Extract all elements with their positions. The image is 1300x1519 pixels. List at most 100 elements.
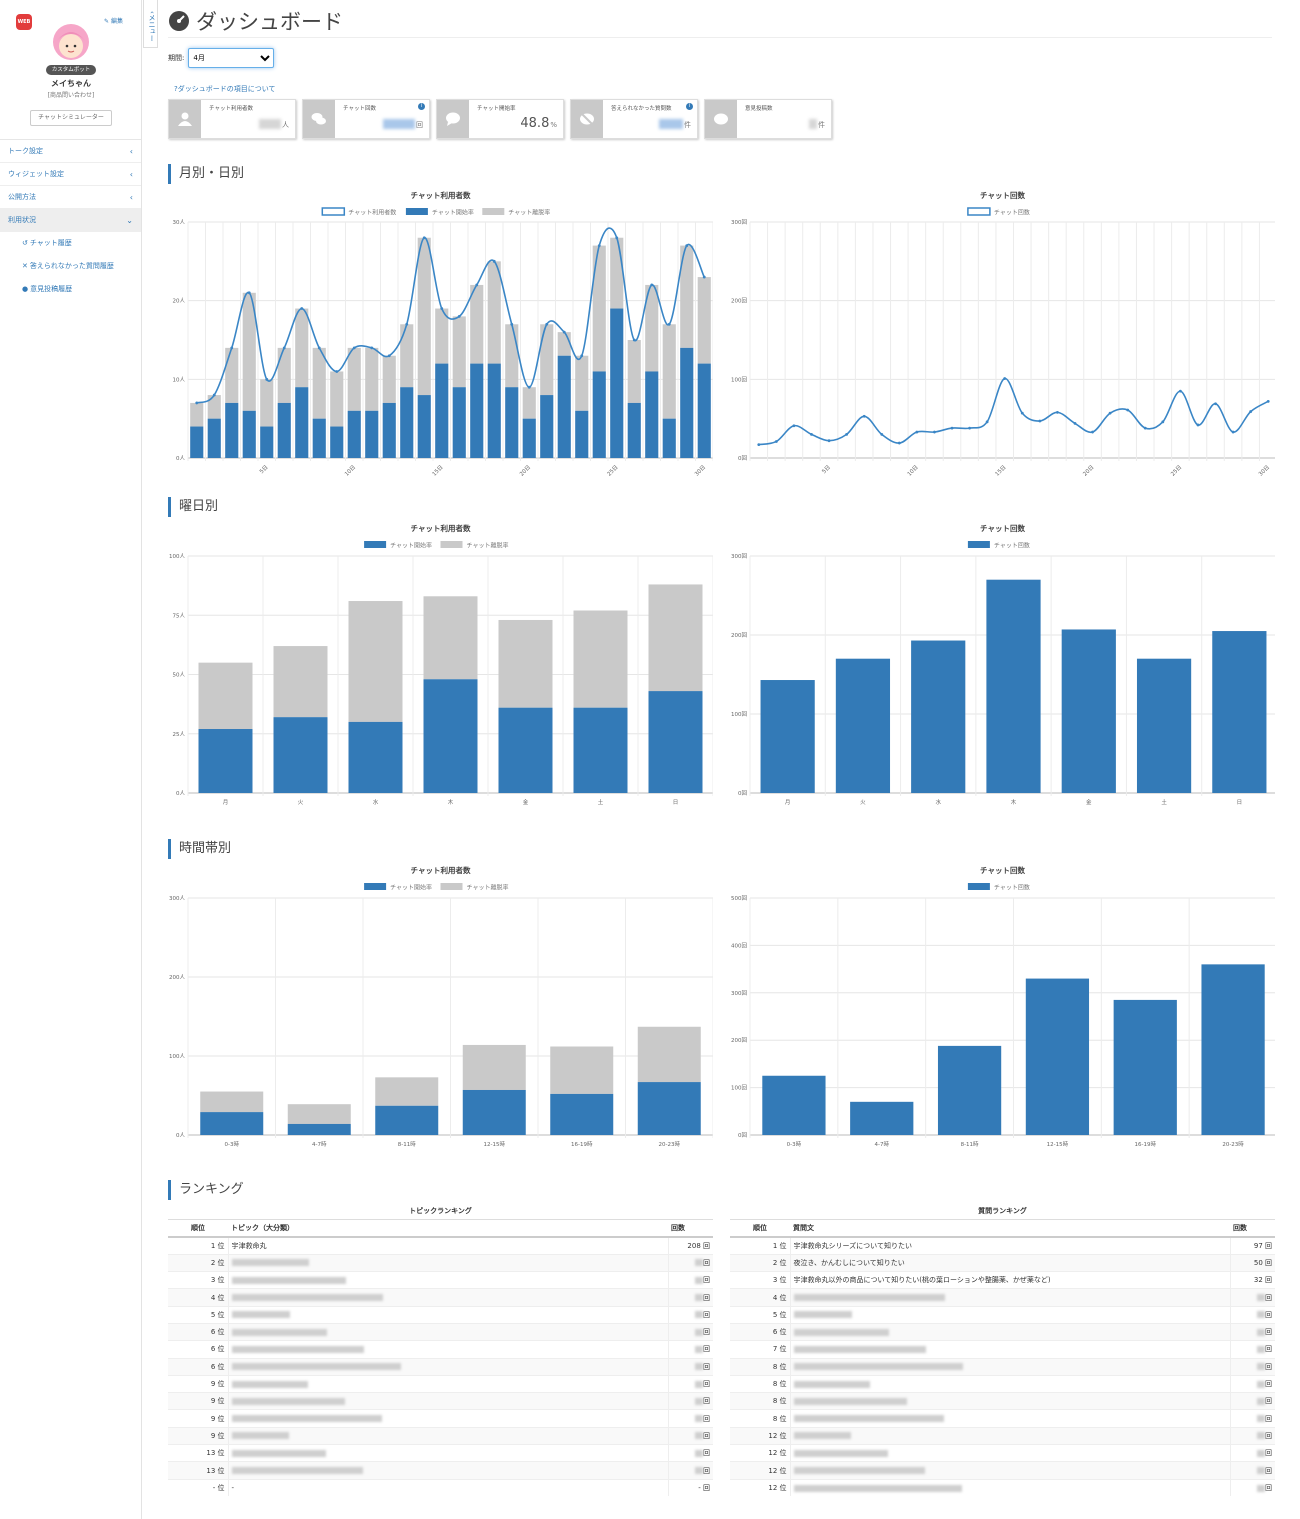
line-point xyxy=(282,346,286,350)
rank-count: 回 xyxy=(667,1374,713,1393)
bar-leave-rate xyxy=(435,308,449,364)
bar-start-rate xyxy=(462,1089,526,1135)
rank-text xyxy=(790,1322,1230,1341)
line-point xyxy=(457,315,461,318)
bar-start-rate xyxy=(550,1093,614,1135)
bar-start-rate xyxy=(680,347,694,458)
ranking-header: トピック（大分類） xyxy=(228,1219,668,1238)
chevron-left-icon: ‹ xyxy=(129,193,133,202)
bar-start-rate xyxy=(365,410,379,458)
ranking-row: 9 位 回 xyxy=(168,1374,713,1393)
rank-text xyxy=(228,1305,668,1324)
subnav-unanswered-history[interactable]: ✕ 答えられなかった質問履歴 xyxy=(0,255,141,278)
info-icon[interactable]: i xyxy=(418,103,425,110)
y-tick-label: 10人 xyxy=(173,376,186,383)
rank-text xyxy=(228,1392,668,1410)
bar-start-rate xyxy=(200,1112,264,1135)
legend-label: チャット開始率 xyxy=(432,209,474,217)
x-tick-label: 月 xyxy=(223,799,229,806)
subnav-chat-history[interactable]: ↺ チャット履歴 xyxy=(0,232,141,255)
rank-count: 回 xyxy=(1229,1322,1275,1341)
line-point xyxy=(880,433,884,436)
ranking-header: 順位 xyxy=(168,1219,228,1238)
rank-position: 4 位 xyxy=(730,1288,791,1307)
kpi-value: 48.8% xyxy=(520,116,557,131)
page-title: ダッシュボード xyxy=(168,6,343,36)
bar-start-rate xyxy=(417,395,431,458)
x-tick-label: 0-3時 xyxy=(225,1140,240,1148)
rank-position: 1 位 xyxy=(730,1236,791,1255)
x-tick-label: 火 xyxy=(860,800,866,806)
subnav-feedback-history[interactable]: ● 意見投稿履歴 xyxy=(0,278,141,301)
line-point xyxy=(950,426,954,430)
legend-swatch xyxy=(967,541,990,548)
dashboard-help-link[interactable]: ?ダッシュボードの項目について xyxy=(174,84,276,94)
kpi-label: 意見投稿数 xyxy=(745,106,773,112)
ranking-row: 3 位 回 xyxy=(168,1271,713,1289)
line-point xyxy=(247,291,251,295)
nav-talk-settings[interactable]: トーク設定 ‹ xyxy=(0,140,141,163)
line-point xyxy=(597,244,601,247)
comment-icon xyxy=(437,100,469,138)
nav-publish-method[interactable]: 公開方法 ‹ xyxy=(0,186,141,209)
rank-position: 7 位 xyxy=(730,1340,791,1359)
question-circle-icon: ? xyxy=(174,85,178,93)
edit-link[interactable]: ✎ 編集 xyxy=(104,16,123,25)
bar-leave-rate xyxy=(287,1104,351,1124)
x-tick-label: 日 xyxy=(673,799,679,806)
rank-count: 回 xyxy=(667,1461,713,1480)
line-point xyxy=(1091,430,1094,434)
chat-simulator-button[interactable]: チャットシミュレーター xyxy=(30,110,112,126)
bar-start-rate xyxy=(662,418,676,458)
redacted-count xyxy=(1257,1345,1265,1353)
nav-usage-status[interactable]: 利用状況 ⌄ xyxy=(0,209,141,232)
redacted-text xyxy=(793,1484,962,1492)
chart-title: チャット利用者数 xyxy=(411,523,471,533)
sidebar: WEB ✎ 編集 カスタムボット メイちゃん [商品問い合わせ] チャットシミュ… xyxy=(0,0,142,1519)
line-point xyxy=(1161,420,1165,424)
legend-swatch xyxy=(967,883,990,890)
bar-start-rate xyxy=(330,426,344,458)
x-tick-label: 水 xyxy=(373,798,379,806)
rank-position: 5 位 xyxy=(730,1305,791,1324)
period-select[interactable]: 4月 xyxy=(188,48,275,68)
line-point xyxy=(1126,408,1130,412)
bar-leave-rate xyxy=(462,1044,526,1090)
redacted-text xyxy=(231,1397,345,1405)
question-ranking-title: 質問ランキング xyxy=(978,1207,1027,1215)
rank-count: 回 xyxy=(1229,1444,1275,1462)
rank-position: 3 位 xyxy=(730,1271,791,1289)
bar-leave-rate xyxy=(375,1077,439,1106)
nav-widget-settings[interactable]: ウィジェット設定 ‹ xyxy=(0,163,141,186)
section-ranking: ランキング xyxy=(168,1180,244,1200)
rank-position: 12 位 xyxy=(730,1461,791,1480)
rank-position: 9 位 xyxy=(168,1374,229,1393)
rank-position: 3 位 xyxy=(168,1271,229,1289)
bar-leave-rate xyxy=(592,245,606,372)
y-tick-label: 0回 xyxy=(738,455,747,462)
redacted-text xyxy=(231,1467,363,1474)
bar-leave-rate xyxy=(610,237,624,309)
rank-position: 6 位 xyxy=(168,1357,229,1376)
redacted-count xyxy=(1257,1311,1265,1319)
kpi-chat-users: チャット利用者数 人 xyxy=(168,99,296,139)
bar-start-rate xyxy=(575,410,589,458)
x-tick-label: 10日 xyxy=(343,464,357,477)
redacted-count xyxy=(695,1432,703,1440)
redacted-text xyxy=(231,1415,382,1423)
topic-ranking-title: トピックランキング xyxy=(409,1207,472,1215)
line-point xyxy=(422,236,426,240)
legend-label: チャット開始率 xyxy=(390,542,432,550)
info-icon[interactable]: i xyxy=(686,103,693,110)
bar-start-rate xyxy=(382,402,396,458)
bar-start-rate xyxy=(400,387,414,458)
help-link-text: ダッシュボードの項目について xyxy=(177,85,276,93)
legend-label: チャット離脱率 xyxy=(467,542,509,550)
comment-slash-icon xyxy=(571,100,603,138)
edit-label: 編集 xyxy=(110,18,123,25)
x-tick-label: 16-19時 xyxy=(1135,1140,1157,1148)
bar-start-rate xyxy=(648,691,703,793)
menu-toggle-tab[interactable]: ‹メニュー xyxy=(143,0,158,48)
redacted-text xyxy=(793,1311,852,1319)
ranking-row: 8 位 回 xyxy=(730,1374,1275,1393)
